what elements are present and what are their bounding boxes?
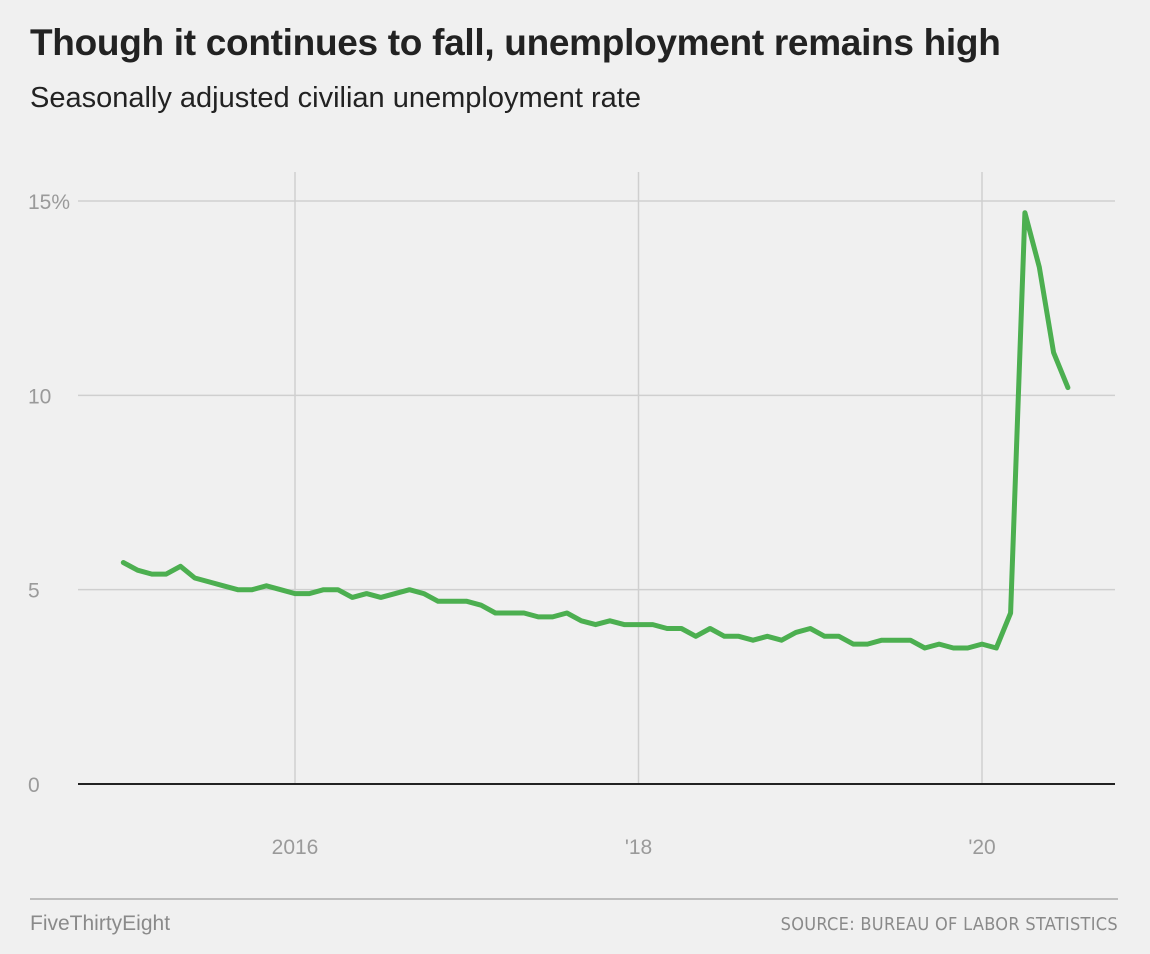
grid-layer bbox=[78, 172, 1115, 785]
x-tick-label: 2016 bbox=[272, 836, 319, 859]
y-tick-label: 5 bbox=[28, 580, 40, 603]
y-tick-label: 10 bbox=[28, 385, 51, 408]
unemployment-rate-line bbox=[120, 210, 1071, 651]
brand-credit: FiveThirtyEight bbox=[30, 912, 171, 935]
chart-subtitle: Seasonally adjusted civilian unemploymen… bbox=[30, 82, 641, 114]
x-tick-label: '18 bbox=[625, 836, 652, 859]
footer-divider bbox=[30, 898, 1118, 900]
y-tick-label: 0 bbox=[28, 774, 40, 797]
tick-layer: 2016 '18 '20 15% 10 5 0 bbox=[28, 191, 996, 859]
y-tick-label: 15% bbox=[28, 191, 70, 214]
chart-title: Though it continues to fall, unemploymen… bbox=[30, 22, 1001, 63]
source-credit: SOURCE: BUREAU OF LABOR STATISTICS bbox=[780, 914, 1118, 935]
x-tick-label: '20 bbox=[968, 836, 995, 859]
line-layer bbox=[120, 210, 1071, 651]
